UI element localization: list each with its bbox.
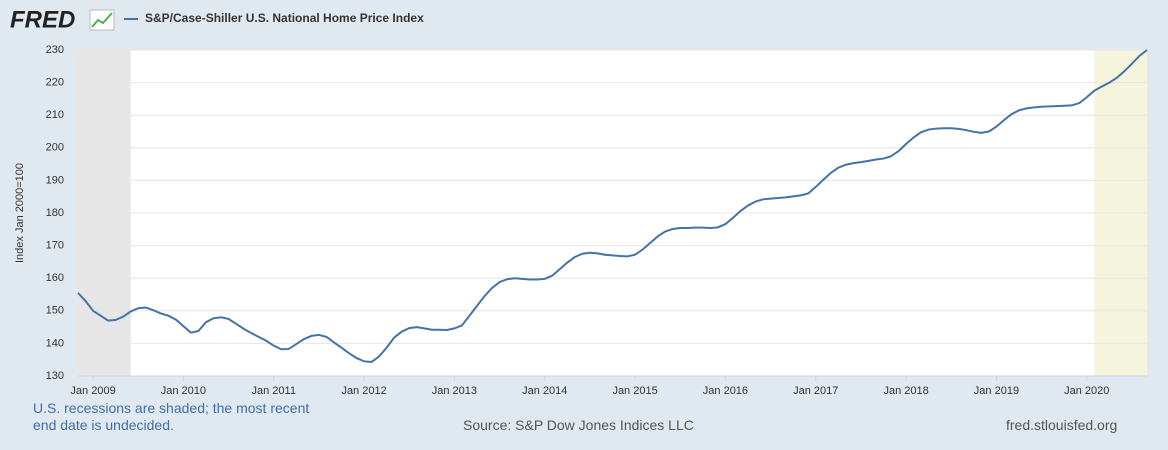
- x-tick-label: Jan 2013: [432, 385, 477, 397]
- y-tick-label: 130: [46, 370, 64, 382]
- y-tick-label: 230: [46, 44, 64, 56]
- source: Source: S&P Dow Jones Indices LLC: [463, 417, 694, 433]
- x-tick-label: Jan 2011: [252, 385, 296, 397]
- x-tick-label: Jan 2009: [70, 385, 115, 397]
- series-line: [77, 49, 1148, 364]
- y-tick-label: 180: [46, 207, 64, 219]
- x-tick-label: Jan 2018: [883, 385, 928, 397]
- legend-label: S&P/Case-Shiller U.S. National Home Pric…: [145, 11, 424, 25]
- logo: FRED: [10, 6, 75, 33]
- y-tick-label: 200: [46, 142, 64, 154]
- y-tick-label: 210: [46, 109, 64, 121]
- site: fred.stlouisfed.org: [1006, 417, 1118, 433]
- x-tick-label: Jan 2010: [161, 385, 206, 397]
- recession-note: U.S. recessions are shaded; the most rec…: [33, 400, 310, 433]
- y-tick-label: 160: [46, 272, 64, 284]
- x-tick-label: Jan 2016: [703, 385, 748, 397]
- y-tick-label: 150: [46, 305, 64, 317]
- x-tick-label: Jan 2015: [612, 385, 657, 397]
- x-tick-label: Jan 2019: [974, 385, 1019, 397]
- y-tick-label: 220: [46, 77, 64, 89]
- y-axis-label: Index Jan 2000=100: [14, 163, 26, 263]
- x-tick-label: Jan 2017: [793, 385, 838, 397]
- y-tick-label: 170: [46, 240, 64, 252]
- x-tick-label: Jan 2020: [1064, 385, 1109, 397]
- y-tick-label: 140: [46, 337, 64, 349]
- x-tick-label: Jan 2014: [522, 385, 567, 397]
- x-tick-label: Jan 2012: [341, 385, 386, 397]
- logo-icon: [89, 9, 115, 31]
- y-tick-label: 190: [46, 174, 64, 186]
